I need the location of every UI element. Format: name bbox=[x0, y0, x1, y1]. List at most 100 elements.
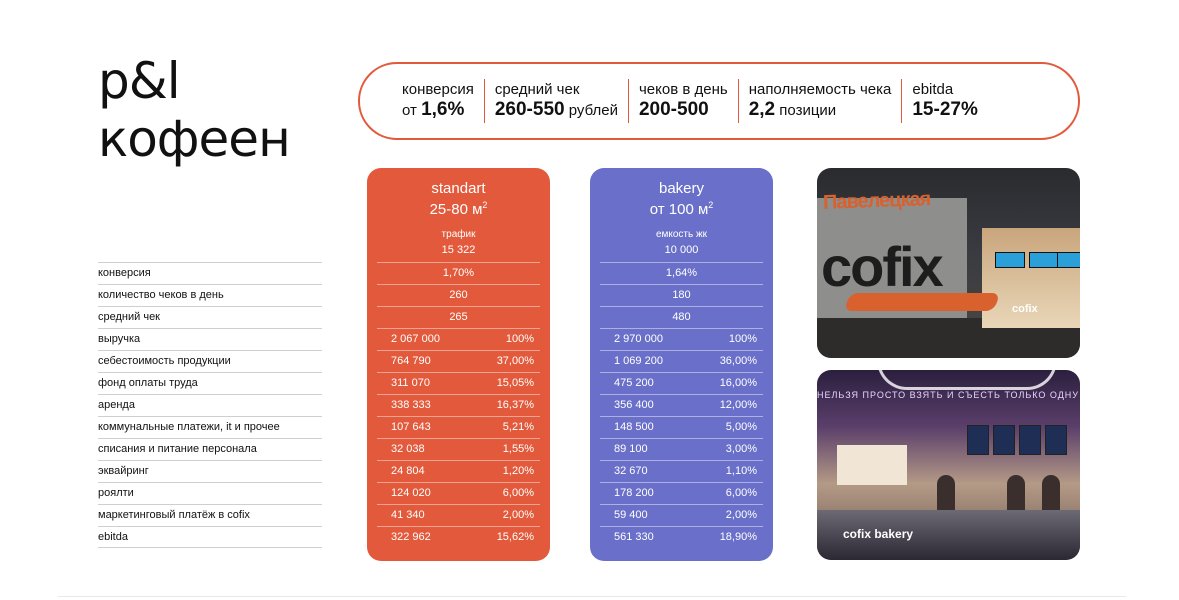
card-area-sup: 2 bbox=[708, 200, 714, 210]
row-label: списания и питание персонала bbox=[98, 438, 322, 460]
table-row: 356 400 12,00% bbox=[600, 394, 763, 416]
row-label: эквайринг bbox=[98, 460, 322, 482]
table-row: 475 200 16,00% bbox=[600, 372, 763, 394]
card-sub-label: трафик bbox=[441, 229, 476, 240]
cell-amount: 59 400 bbox=[614, 509, 648, 521]
cell-amount: 124 020 bbox=[391, 487, 431, 499]
kpi-label: наполняемость чека bbox=[748, 80, 892, 98]
kpi-value: 2,2 позиции bbox=[749, 99, 892, 122]
kpi-ebitda: ebitda 15-27% bbox=[901, 79, 988, 123]
photo-counter bbox=[982, 228, 1080, 328]
cell-percent: 3,00% bbox=[725, 443, 757, 455]
kpi-suffix: позиции bbox=[775, 101, 837, 119]
table-row: 24 804 1,20% bbox=[377, 460, 540, 482]
table-row: 764 790 37,00% bbox=[377, 350, 540, 372]
cell-amount: 2 067 000 bbox=[391, 333, 440, 345]
cell-amount: 24 804 bbox=[391, 465, 425, 477]
cell-percent: 36,00% bbox=[719, 355, 757, 367]
cell-value: 180 bbox=[672, 289, 691, 301]
cell-percent: 1,20% bbox=[502, 465, 534, 477]
row-label: количество чеков в день bbox=[98, 284, 322, 306]
photo-menu-board bbox=[1019, 425, 1041, 455]
row-label: аренда bbox=[98, 394, 322, 416]
kpi-number: 1,6% bbox=[421, 98, 465, 120]
kpi-number: 15-27% bbox=[912, 98, 978, 120]
kpi-label: ebitda bbox=[912, 80, 954, 98]
cell-percent: 2,00% bbox=[502, 509, 534, 521]
table-row: 148 500 5,00% bbox=[600, 416, 763, 438]
photo-cofix-standart: Павелецкая cofix cofix bbox=[817, 168, 1080, 358]
card-sub-value: 10 000 bbox=[664, 244, 699, 256]
cell-percent: 16,00% bbox=[719, 377, 757, 389]
kpi-check-fill: наполняемость чека 2,2 позиции bbox=[737, 79, 902, 123]
photo-neon-text: НЕЛЬЗЯ ПРОСТО ВЗЯТЬ И СЪЕСТЬ ТОЛЬКО ОДНУ… bbox=[817, 390, 1080, 400]
kpi-value: от 1,6% bbox=[402, 99, 474, 122]
photo-small-logo: cofix bbox=[1012, 303, 1038, 315]
row-label: конверсия bbox=[98, 262, 322, 284]
photo-screen bbox=[1029, 252, 1059, 268]
cell-value: 480 bbox=[672, 311, 691, 323]
table-row: 1,70% bbox=[377, 262, 540, 284]
bottom-divider bbox=[58, 596, 1126, 597]
table-row: 107 643 5,21% bbox=[377, 416, 540, 438]
cell-amount: 356 400 bbox=[614, 399, 654, 411]
cell-percent: 5,00% bbox=[725, 421, 757, 433]
cell-percent: 18,90% bbox=[719, 531, 757, 543]
cell-amount: 41 340 bbox=[391, 509, 425, 521]
cell-percent: 15,62% bbox=[496, 531, 534, 543]
cell-amount: 148 500 bbox=[614, 421, 654, 433]
card-title: bakery bbox=[658, 180, 705, 197]
row-label: коммунальные платежи, it и прочее bbox=[98, 416, 322, 438]
card-bakery: bakery от 100 м2 емкость жк 10 000 1,64%… bbox=[590, 168, 773, 561]
cell-value: 265 bbox=[449, 311, 468, 323]
row-label: себестоимость продукции bbox=[98, 350, 322, 372]
kpi-suffix: рублей bbox=[564, 101, 618, 119]
kpi-average-check: средний чек 260-550 рублей bbox=[483, 79, 628, 123]
page-title: p&l кофеен bbox=[98, 52, 291, 168]
cell-percent: 1,10% bbox=[725, 465, 757, 477]
table-row: 2 970 000 100% bbox=[600, 328, 763, 350]
cell-amount: 32 670 bbox=[614, 465, 648, 477]
photo-neon-arch bbox=[877, 370, 1057, 390]
kpi-value: 260-550 рублей bbox=[495, 99, 618, 122]
cell-percent: 5,21% bbox=[502, 421, 534, 433]
cell-percent: 2,00% bbox=[725, 509, 757, 521]
kpi-label: чеков в день bbox=[638, 80, 728, 98]
table-row: 89 100 3,00% bbox=[600, 438, 763, 460]
cell-amount: 178 200 bbox=[614, 487, 654, 499]
table-row: 1,64% bbox=[600, 262, 763, 284]
cell-value: 260 bbox=[449, 289, 468, 301]
table-row: 180 bbox=[600, 284, 763, 306]
table-row: 41 340 2,00% bbox=[377, 504, 540, 526]
photo-shelf bbox=[837, 445, 907, 485]
photo-brand-logo: cofix bakery bbox=[843, 527, 914, 541]
kpi-label: средний чек bbox=[494, 80, 580, 98]
table-row: 265 bbox=[377, 306, 540, 328]
kpi-number: 200-500 bbox=[638, 98, 709, 120]
cell-value: 1,70% bbox=[442, 267, 475, 279]
card-area-sup: 2 bbox=[482, 200, 488, 210]
cell-percent: 100% bbox=[505, 333, 534, 345]
cell-percent: 100% bbox=[728, 333, 757, 345]
photo-person bbox=[1042, 475, 1060, 515]
cell-percent: 37,00% bbox=[496, 355, 534, 367]
kpi-bar: конверсия от 1,6% средний чек 260-550 ру… bbox=[358, 62, 1080, 140]
card-area: 25-80 м2 bbox=[367, 197, 550, 218]
cell-amount: 764 790 bbox=[391, 355, 431, 367]
cell-amount: 107 643 bbox=[391, 421, 431, 433]
table-row: 322 962 15,62% bbox=[377, 526, 540, 548]
card-standart: standart 25-80 м2 трафик 15 322 1,70% 260… bbox=[367, 168, 550, 561]
row-label: роялти bbox=[98, 482, 322, 504]
card-rows: 1,70% 260 265 2 067 000 100% 764 790 37,00% 311… bbox=[377, 262, 540, 548]
row-label: выручка bbox=[98, 328, 322, 350]
cell-percent: 1,55% bbox=[502, 443, 534, 455]
row-label: ebitda bbox=[98, 526, 322, 548]
cell-amount: 475 200 bbox=[614, 377, 654, 389]
photo-person bbox=[937, 475, 955, 515]
cell-amount: 32 038 bbox=[391, 443, 425, 455]
kpi-conversion: конверсия от 1,6% bbox=[402, 79, 484, 123]
table-row: 59 400 2,00% bbox=[600, 504, 763, 526]
kpi-value: 200-500 bbox=[639, 99, 728, 122]
title-line-2: кофеен bbox=[98, 110, 291, 168]
table-row: 32 038 1,55% bbox=[377, 438, 540, 460]
